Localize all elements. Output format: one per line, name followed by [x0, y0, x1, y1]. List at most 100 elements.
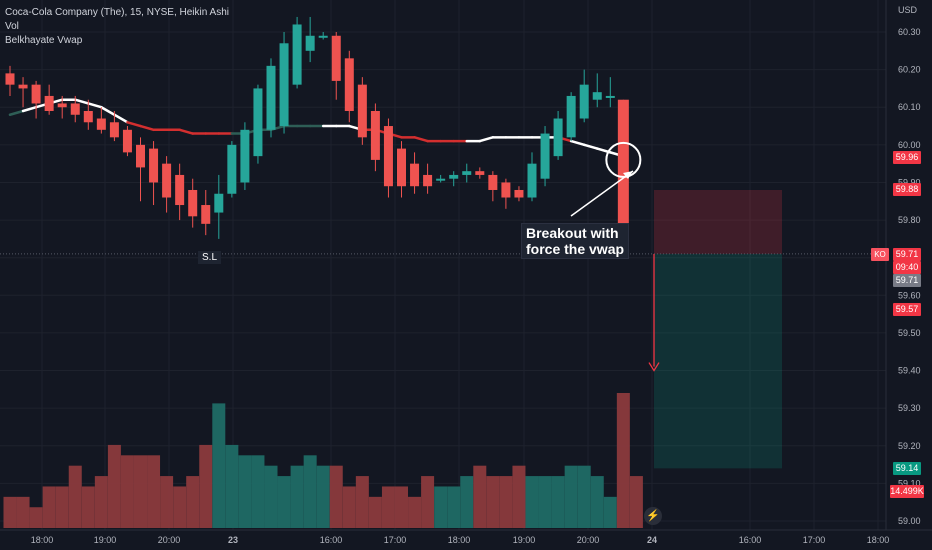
candle-body: [188, 189, 198, 217]
candle-body: [553, 118, 563, 157]
volume-bar: [264, 465, 278, 528]
candle-body: [227, 144, 237, 194]
volume-bar: [290, 465, 304, 528]
volume-bar: [355, 476, 369, 528]
legend-volume[interactable]: Vol: [5, 21, 19, 32]
annotation-line-1: Breakout with: [526, 225, 619, 241]
breakout-circle: [605, 141, 642, 178]
lightning-icon[interactable]: ⚡: [644, 507, 662, 525]
volume-bar: [408, 496, 422, 528]
currency-label: USD: [898, 5, 918, 15]
volume-bar: [512, 465, 526, 528]
x-tick-label: 16:00: [320, 535, 343, 545]
x-tick-label: 18:00: [448, 535, 471, 545]
legend-vwap[interactable]: Belkhayate Vwap: [5, 35, 83, 46]
candle-body: [18, 84, 28, 89]
ko-symbol-tag: KO: [871, 248, 889, 261]
volume-bar: [212, 403, 226, 528]
candle-body: [5, 73, 15, 85]
volume-bar: [447, 486, 461, 528]
candle-body: [57, 103, 67, 108]
volume-bar: [81, 486, 95, 528]
volume-bar: [173, 486, 187, 528]
volume-bar: [160, 476, 174, 528]
volume-bar: [342, 486, 356, 528]
volume-bar: [303, 455, 317, 528]
candle-body: [149, 148, 159, 183]
volume-bar: [316, 465, 330, 528]
volume-tag: 14.499K: [890, 485, 924, 498]
candle-body: [527, 163, 537, 198]
candle-body: [31, 84, 41, 104]
volume-bar: [186, 476, 200, 528]
candle-body: [488, 174, 498, 190]
y-tick-label: 60.30: [898, 27, 921, 37]
candle-body: [501, 182, 511, 198]
volume-bar: [147, 455, 161, 528]
volume-bar: [421, 476, 435, 528]
y-tick-label: 59.20: [898, 441, 921, 451]
candle-body: [462, 171, 472, 175]
y-tick-label: 60.20: [898, 65, 921, 75]
candle-body: [109, 122, 119, 138]
vwap-segment: [178, 128, 194, 135]
volume-bar: [603, 496, 617, 528]
candle-body: [344, 58, 354, 111]
volume-bar: [395, 486, 408, 528]
candle-body: [318, 35, 328, 38]
volume-bar: [329, 465, 343, 528]
y-tick-label: 59.30: [898, 403, 921, 413]
candle-body: [566, 95, 576, 138]
x-tick-label: 24: [647, 535, 657, 545]
candle-body: [357, 84, 367, 138]
legend-symbol[interactable]: Coca-Cola Company (The), 15, NYSE, Heiki…: [5, 7, 229, 18]
volume-bar: [460, 476, 474, 528]
stop-price-tag: 59.57: [893, 303, 921, 316]
vwap-segment: [100, 105, 116, 117]
annotation-arrow-head: [623, 171, 633, 179]
stop-loss-zone: [654, 189, 782, 254]
ko-price-tag: 59.71: [893, 248, 921, 261]
candle-body: [83, 110, 93, 123]
annotation-line-2: force the vwap: [526, 241, 625, 257]
candle-body: [96, 118, 106, 130]
y-tick-label: 59.40: [898, 366, 921, 376]
candle-body: [279, 43, 289, 127]
ko-time-tag: 09:40: [893, 261, 921, 274]
candle-body: [423, 174, 433, 187]
candle-body: [331, 35, 341, 81]
vwap-segment: [113, 113, 129, 124]
x-tick-label: 23: [228, 535, 238, 545]
volume-bar: [616, 393, 630, 528]
volume-bar: [68, 465, 82, 528]
candle-body: [579, 84, 589, 119]
volume-bar: [564, 465, 578, 528]
candle-body: [44, 95, 54, 111]
candle-body: [410, 163, 420, 187]
x-tick-label: 18:00: [867, 535, 890, 545]
stop-loss-label[interactable]: S.L: [198, 251, 222, 264]
vwap-segment: [478, 136, 495, 143]
candle-body: [70, 103, 80, 115]
vwap-segment: [569, 139, 586, 147]
candle-body: [305, 35, 315, 51]
volume-bar: [486, 476, 500, 528]
volume-bar: [29, 507, 43, 528]
volume-bar: [134, 455, 147, 528]
candle-body: [122, 129, 132, 153]
volume-bar: [434, 486, 448, 528]
vwap-segment: [21, 105, 38, 113]
volume-bar: [277, 476, 291, 528]
projection-arrow-head: [648, 362, 660, 372]
candle-body: [592, 92, 602, 100]
x-tick-label: 20:00: [158, 535, 181, 545]
volume-bar: [499, 476, 513, 528]
candle-body: [292, 24, 302, 85]
breakout-annotation[interactable]: Breakout with force the vwap: [521, 223, 630, 259]
volume-bar: [381, 486, 395, 528]
candle-body: [540, 133, 550, 179]
target-price-tag: 59.14: [893, 462, 921, 475]
y-tick-label: 59.60: [898, 290, 921, 300]
volume-bar: [551, 476, 565, 528]
